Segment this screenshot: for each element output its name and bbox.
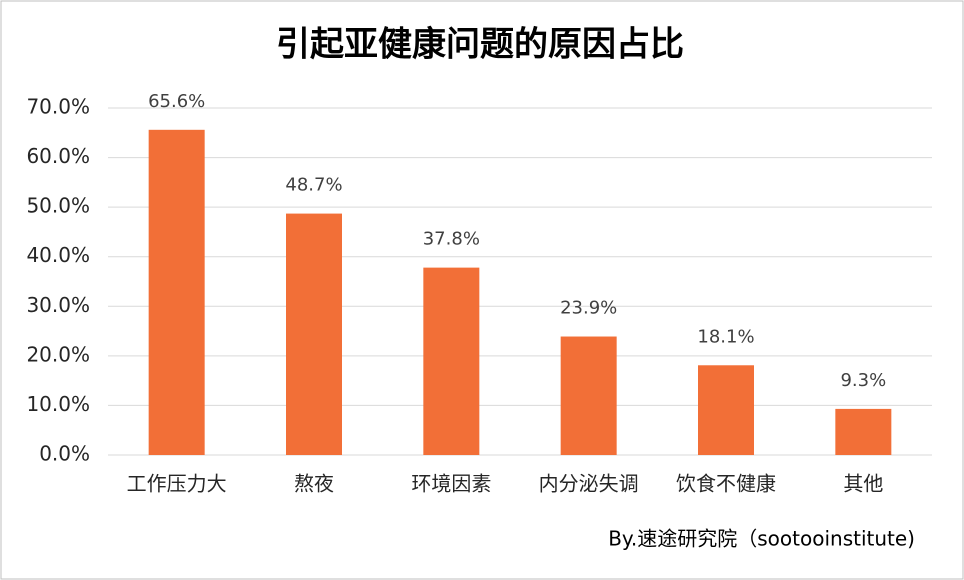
data-label: 65.6% xyxy=(148,91,205,112)
bar xyxy=(286,213,342,455)
data-label: 48.7% xyxy=(285,175,342,196)
y-tick-label: 0.0% xyxy=(39,442,90,466)
x-tick-label: 内分泌失调 xyxy=(539,472,639,496)
x-tick-label: 工作压力大 xyxy=(127,472,227,496)
bar xyxy=(148,129,205,455)
data-label: 18.1% xyxy=(697,326,754,347)
x-tick-label: 熬夜 xyxy=(294,472,334,496)
y-tick-label: 30.0% xyxy=(26,293,90,317)
bar xyxy=(560,336,617,455)
bar xyxy=(423,267,480,455)
data-label: 9.3% xyxy=(840,370,886,391)
bar xyxy=(698,365,754,455)
bar xyxy=(835,408,892,455)
data-label: 37.8% xyxy=(423,229,480,250)
x-tick-label: 其他 xyxy=(843,472,883,496)
y-tick-label: 40.0% xyxy=(26,243,90,267)
x-tick-label: 环境因素 xyxy=(411,472,491,496)
y-tick-label: 60.0% xyxy=(26,144,90,168)
x-tick-label: 饮食不健康 xyxy=(676,472,776,496)
y-tick-label: 70.0% xyxy=(26,95,90,119)
y-tick-label: 20.0% xyxy=(26,342,90,366)
data-label: 23.9% xyxy=(560,298,617,319)
source-note: By.速途研究院（sootooinstitute) xyxy=(608,527,915,551)
chart-title: 引起亚健康问题的原因占比 xyxy=(276,25,684,65)
y-tick-label: 50.0% xyxy=(26,194,90,218)
y-tick-label: 10.0% xyxy=(26,392,90,416)
